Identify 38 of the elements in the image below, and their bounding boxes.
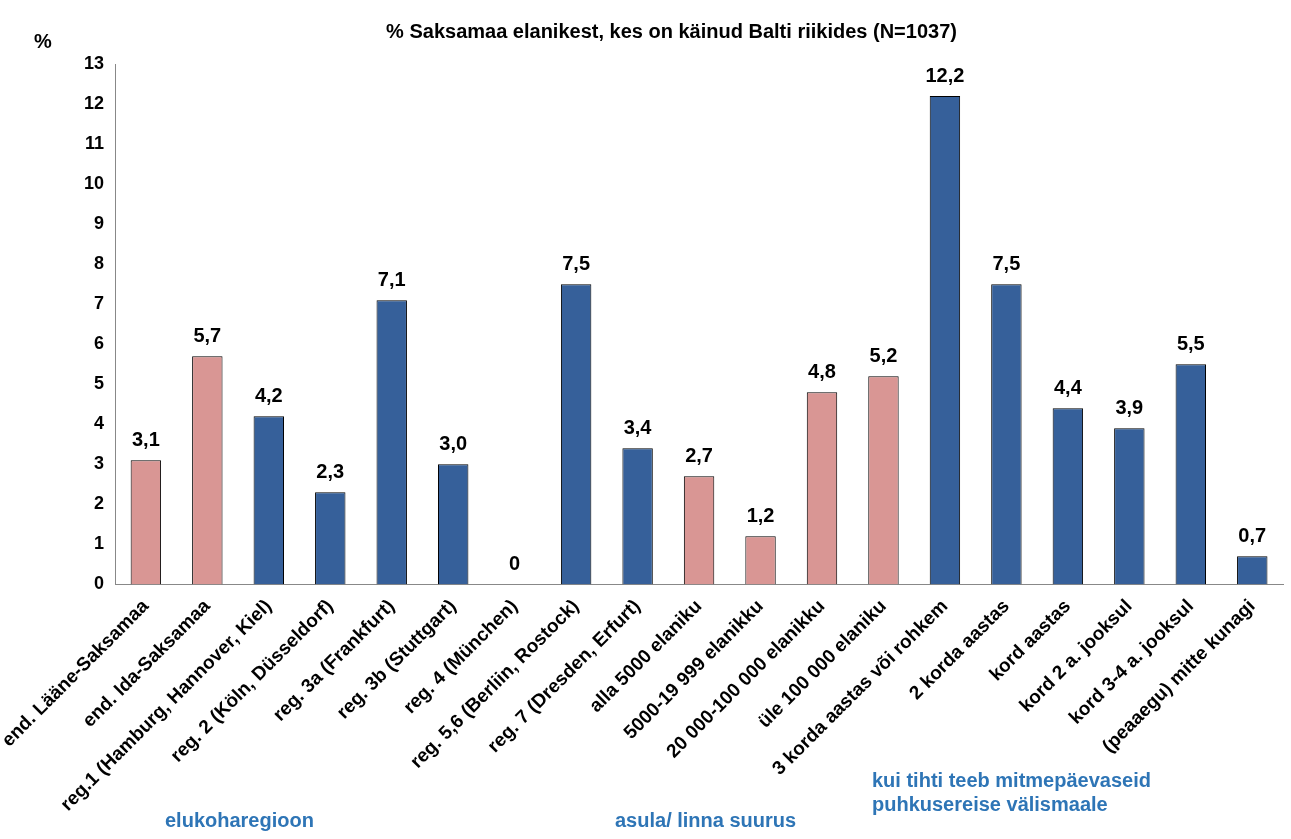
data-label: 4,8 <box>808 359 836 382</box>
data-label: 2,7 <box>685 443 713 466</box>
y-tick-label: 9 <box>94 213 105 234</box>
data-label: 7,5 <box>562 251 591 274</box>
text: kui tihti teeb mitmepäevaseid puhkusereise välismaale <box>872 768 1152 816</box>
y-tick-label: 10 <box>84 173 105 194</box>
data-label: 3,9 <box>1115 395 1144 418</box>
y-tick-label: 13 <box>84 52 105 73</box>
data-label: 5,2 <box>869 343 898 366</box>
y-tick-label: 4 <box>94 413 105 434</box>
y-tick-label: 6 <box>94 333 105 354</box>
data-label: 5,5 <box>1176 331 1205 354</box>
y-tick-label: 3 <box>94 453 105 474</box>
data-label: 7,5 <box>992 251 1021 274</box>
y-tick-label: 8 <box>94 253 105 274</box>
y-tick-label: 7 <box>94 293 105 314</box>
data-label: 3,4 <box>623 415 653 438</box>
y-tick-label: 2 <box>94 493 105 514</box>
y-tick-label: 1 <box>94 533 105 554</box>
y-tick-label: 12 <box>84 92 105 113</box>
data-label: 5,7 <box>193 323 222 346</box>
chart-title: % Saksamaa elanikest, kes on käinud Balti riikides (N=1037) <box>386 19 957 42</box>
data-label: 3,1 <box>131 427 160 450</box>
y-axis-title: % <box>34 30 52 53</box>
data-label: 2,3 <box>316 459 345 482</box>
data-label: 0 <box>509 551 521 574</box>
data-label: 1,2 <box>746 503 775 526</box>
data-label: 12,2 <box>925 63 965 86</box>
y-tick-label: 5 <box>94 373 105 394</box>
data-label: 4,2 <box>254 383 283 406</box>
text: asula/ linna suurus <box>615 809 797 831</box>
data-label: 3,0 <box>439 431 468 454</box>
data-label: 7,1 <box>377 267 406 290</box>
y-tick-label: 0 <box>94 573 105 594</box>
data-label: 0,7 <box>1238 523 1267 546</box>
data-label: 4,4 <box>1053 375 1083 398</box>
text: elukoharegioon <box>165 808 315 832</box>
y-tick-label: 11 <box>85 133 105 154</box>
